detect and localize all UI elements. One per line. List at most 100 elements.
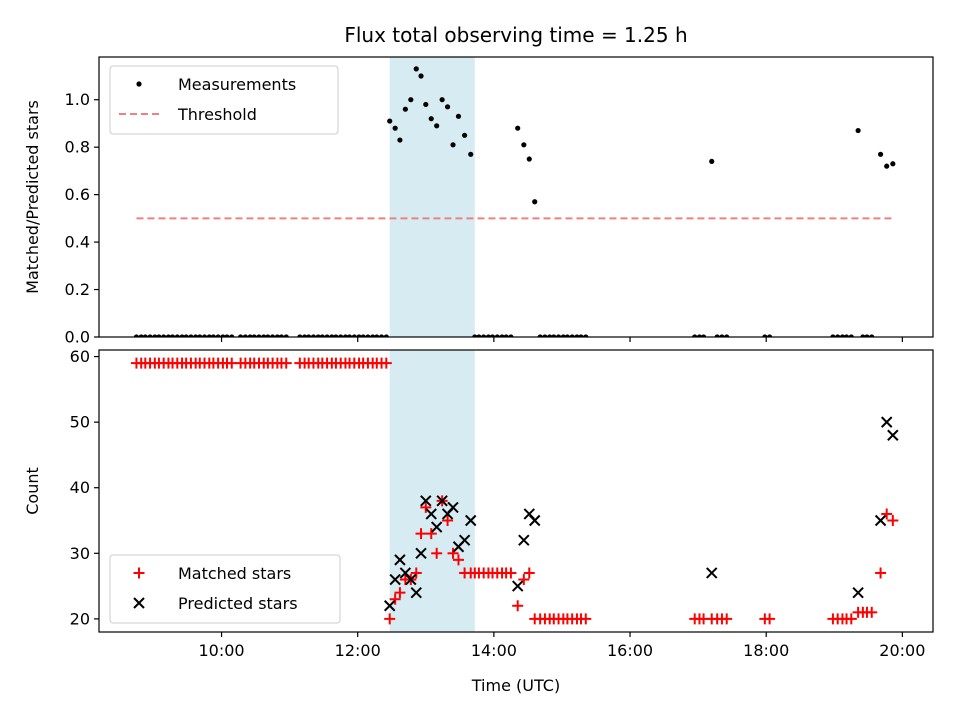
data-point	[468, 151, 474, 157]
x-tick-label: 16:00	[607, 641, 653, 660]
data-point	[442, 515, 454, 527]
data-point	[452, 554, 464, 566]
data-point	[481, 334, 487, 337]
data-point	[319, 334, 325, 337]
axes-frame	[98, 56, 934, 338]
plot-area	[133, 57, 896, 337]
legend-swatch	[136, 81, 142, 87]
data-point	[864, 334, 870, 337]
data-point	[887, 515, 899, 527]
y-tick-label: 20	[70, 609, 90, 628]
data-point	[201, 334, 208, 337]
data-point	[526, 156, 532, 162]
data-point	[764, 613, 776, 625]
data-point	[397, 137, 403, 143]
data-point	[251, 334, 257, 337]
data-point	[256, 334, 262, 337]
y-axis-label: Count	[23, 467, 42, 515]
data-point	[338, 334, 344, 337]
data-point	[169, 334, 176, 337]
data-point	[415, 528, 427, 540]
y-axis-label: Matched/Predicted stars	[23, 100, 42, 294]
data-point	[247, 334, 253, 337]
data-point	[394, 587, 406, 599]
data-point	[884, 163, 890, 169]
data-point	[415, 547, 427, 560]
data-point	[324, 334, 330, 337]
data-point	[518, 534, 530, 546]
top-panel: 0.0 0.2 0.4 0.6 0.8 1.0 Matched/Predicted star…	[23, 56, 934, 347]
data-point	[179, 334, 185, 337]
data-point	[551, 334, 557, 337]
data-point	[147, 334, 153, 337]
data-point	[450, 142, 456, 148]
data-point	[547, 334, 553, 337]
data-point	[161, 334, 167, 337]
data-point	[874, 514, 887, 527]
data-point	[767, 334, 773, 337]
data-point	[700, 334, 707, 337]
y-tick-label: 0.6	[65, 185, 90, 204]
data-point	[425, 528, 437, 540]
data-point	[310, 334, 317, 337]
data-point	[356, 334, 362, 337]
series-matched-stars	[130, 357, 899, 625]
data-point	[423, 101, 429, 108]
data-point	[193, 334, 199, 337]
data-point	[489, 334, 496, 337]
data-point	[242, 334, 248, 337]
data-point	[881, 508, 893, 520]
data-point	[719, 334, 725, 337]
data-point	[220, 334, 226, 337]
data-point	[866, 606, 878, 618]
data-point	[555, 334, 562, 337]
data-point	[877, 151, 884, 157]
data-point	[165, 334, 172, 337]
highlight-span	[389, 350, 475, 632]
y-tick-label: 0.4	[65, 233, 90, 252]
data-point	[835, 334, 841, 337]
legend: Matched stars Predicted stars	[109, 554, 341, 624]
data-point	[721, 613, 733, 625]
data-point	[714, 334, 720, 337]
data-point	[762, 334, 768, 337]
data-point	[380, 357, 392, 369]
plot-area	[130, 350, 899, 632]
data-point	[444, 104, 451, 110]
legend-label: Threshold	[177, 105, 257, 124]
data-point	[188, 334, 194, 337]
x-tick-label: 18:00	[743, 641, 789, 660]
data-point	[455, 113, 462, 119]
data-point	[430, 521, 443, 533]
y-tick-label: 0.0	[65, 328, 90, 347]
y-tick-label: 30	[70, 544, 90, 563]
data-point	[887, 429, 899, 441]
data-point	[709, 158, 715, 165]
series-predicted-stars	[384, 416, 899, 612]
data-point	[505, 567, 517, 579]
data-point	[843, 334, 850, 337]
data-point	[394, 554, 406, 566]
data-point	[499, 334, 505, 337]
chart-title: Flux total observing time = 1.25 h	[344, 23, 687, 47]
data-point	[418, 73, 424, 79]
series-measurements	[133, 66, 896, 337]
data-point	[439, 97, 445, 103]
data-point	[229, 334, 235, 337]
data-point	[138, 334, 144, 337]
data-point	[512, 600, 524, 612]
data-point	[152, 334, 158, 337]
legend-box	[109, 554, 341, 624]
y-tick-label: 0.2	[65, 280, 90, 299]
x-tick-label: 20:00	[879, 641, 925, 660]
data-point	[315, 334, 321, 337]
data-point	[133, 334, 140, 337]
data-point	[378, 334, 385, 337]
data-point	[387, 118, 393, 124]
data-point	[472, 334, 478, 337]
data-point	[476, 334, 482, 337]
x-tick-label: 12:00	[335, 641, 381, 660]
data-point	[346, 334, 353, 337]
data-point	[402, 106, 408, 112]
